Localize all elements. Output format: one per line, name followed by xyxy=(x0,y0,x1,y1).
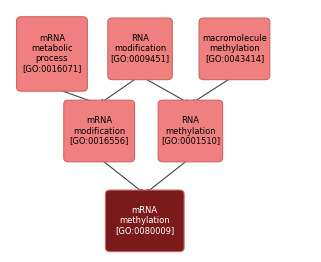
FancyBboxPatch shape xyxy=(17,17,87,91)
Text: macromolecule
methylation
[GO:0043414]: macromolecule methylation [GO:0043414] xyxy=(202,34,267,63)
FancyBboxPatch shape xyxy=(108,18,172,80)
Text: mRNA
metabolic
process
[GO:0016071]: mRNA metabolic process [GO:0016071] xyxy=(22,34,82,74)
FancyBboxPatch shape xyxy=(158,100,223,162)
FancyBboxPatch shape xyxy=(199,18,270,80)
FancyBboxPatch shape xyxy=(64,100,134,162)
Text: RNA
modification
[GO:0009451]: RNA modification [GO:0009451] xyxy=(110,34,169,63)
Text: mRNA
methylation
[GO:0080009]: mRNA methylation [GO:0080009] xyxy=(115,206,174,236)
FancyBboxPatch shape xyxy=(105,190,184,252)
Text: RNA
methylation
[GO:0001510]: RNA methylation [GO:0001510] xyxy=(161,116,220,146)
Text: mRNA
modification
[GO:0016556]: mRNA modification [GO:0016556] xyxy=(69,116,129,146)
